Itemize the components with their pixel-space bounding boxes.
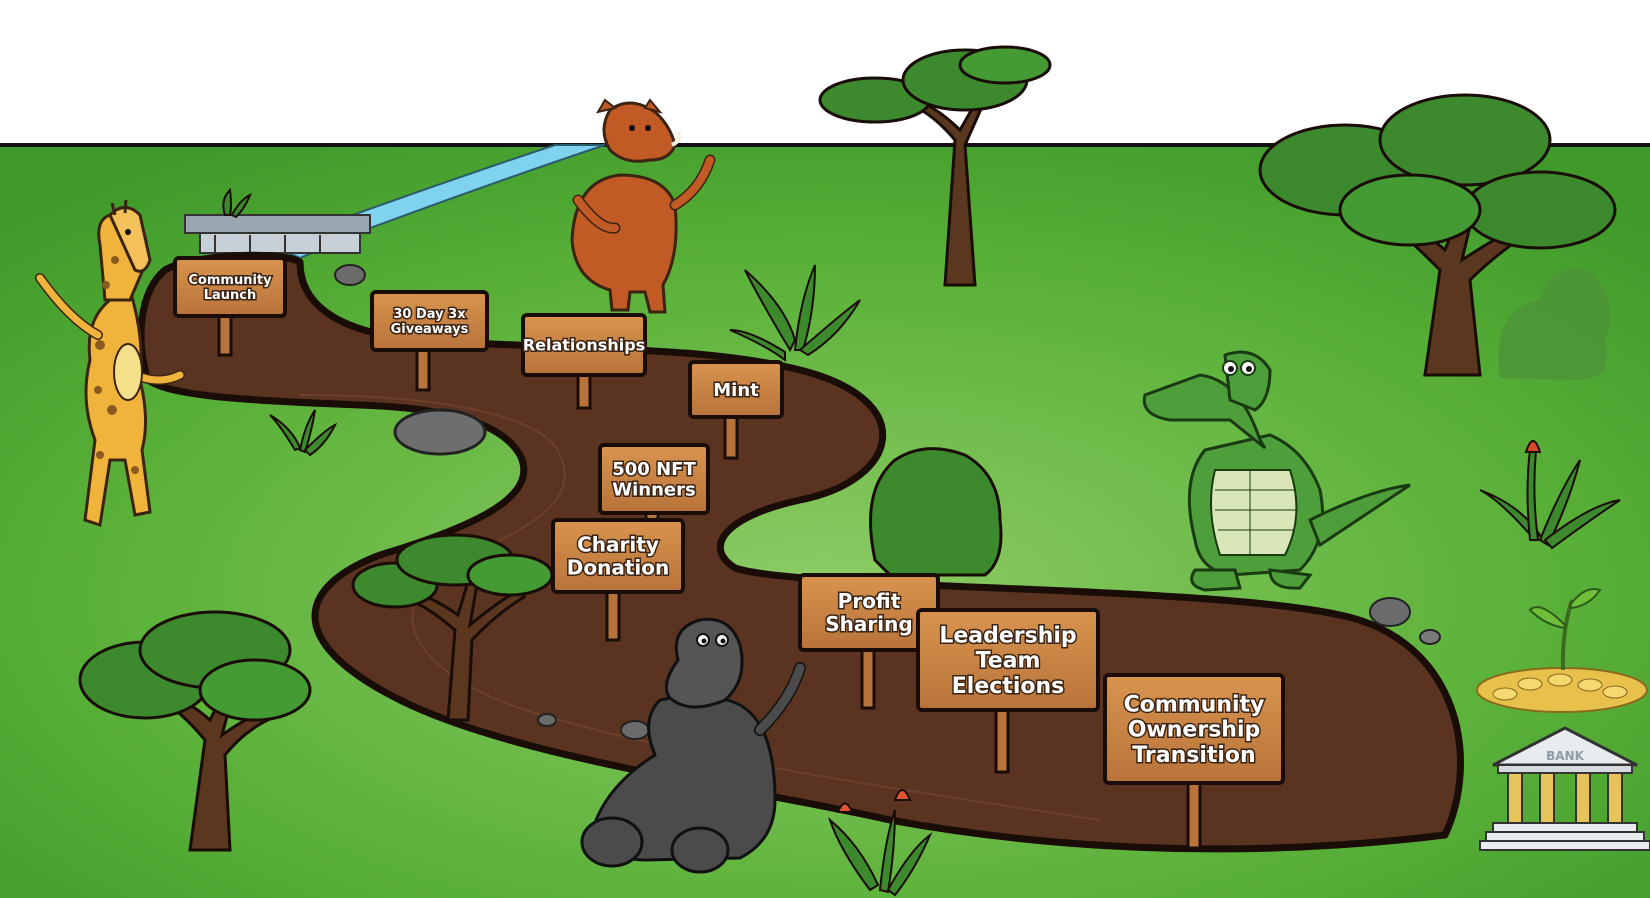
sign-post: [994, 704, 1010, 774]
sign-label: Relationships: [523, 336, 645, 355]
sign-label: Mint: [713, 380, 759, 401]
bank-label: BANK: [1546, 749, 1584, 763]
sign-board: [173, 256, 287, 318]
sign-board: [688, 360, 784, 419]
warthog-character: [570, 98, 716, 314]
sign-board: [370, 290, 489, 352]
tree-bottom-left: [78, 610, 312, 852]
sprout: [1528, 588, 1602, 671]
sign-label: Winners: [612, 480, 695, 501]
crocodile-character: [1142, 350, 1411, 592]
sign-label: Donation: [567, 556, 669, 580]
rock-upper: [334, 264, 366, 286]
sign-label: Leadership: [939, 623, 1076, 648]
sign-post: [860, 644, 876, 710]
tree-top-right: [1258, 93, 1617, 377]
sign-relationships: Relationships: [521, 313, 647, 410]
sign-label: Sharing: [825, 612, 912, 636]
tree-top-center: [818, 45, 1052, 287]
plant-bridge: [222, 187, 252, 219]
sign-board: [916, 608, 1100, 712]
sign-label: Ownership: [1128, 718, 1261, 743]
sign-post: [723, 411, 739, 460]
sign-board: [521, 313, 647, 377]
sign-post: [605, 586, 621, 642]
bridge: [184, 214, 371, 254]
sky: [0, 0, 1650, 145]
plant-left: [269, 409, 338, 457]
sign-label: Profit: [838, 589, 901, 613]
sign-label: Elections: [952, 674, 1064, 699]
tree-left-center: [351, 533, 554, 722]
fern-center: [729, 264, 861, 362]
sign-label: Community: [188, 273, 272, 288]
sign-label: Charity: [577, 533, 659, 557]
sign-board: [551, 518, 685, 594]
sign-board: [1103, 673, 1285, 785]
giraffe-character: [35, 199, 185, 527]
sign-label: Giveaways: [391, 322, 469, 337]
sign-mint: Mint: [688, 360, 784, 460]
hippo-character: [580, 617, 806, 874]
rock-small-path: [537, 713, 650, 740]
sign-label: 30 Day 3x: [393, 307, 466, 322]
sign-label: 500 NFT: [612, 459, 696, 480]
sign-board: [598, 443, 710, 515]
sign-label: Community: [1124, 692, 1265, 717]
sign-post: [217, 310, 233, 357]
sign-label: Launch: [204, 288, 257, 303]
bush-right: [1498, 268, 1610, 380]
sign-post: [415, 344, 431, 392]
sign-label: Transition: [1132, 743, 1255, 768]
flower-plant-bottom: [827, 789, 933, 897]
sign-label: Team: [976, 649, 1041, 674]
coin-pile: [1476, 667, 1648, 713]
rock-center: [393, 408, 487, 456]
bank-building: BANK: [1479, 726, 1650, 851]
rock-right: [1369, 597, 1441, 645]
flower-plant-right: [1479, 440, 1621, 550]
bush-center: [869, 447, 1003, 577]
sign-post: [1186, 777, 1202, 850]
